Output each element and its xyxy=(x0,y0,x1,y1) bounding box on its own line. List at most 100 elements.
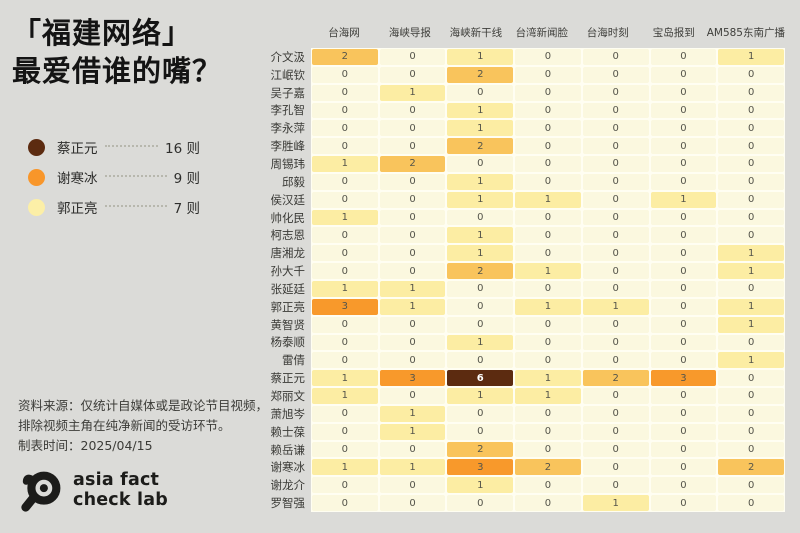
legend-dotted-leader xyxy=(104,204,167,207)
heatmap-cell: 0 xyxy=(717,405,785,423)
legend-item: 郭正亮 7 则 xyxy=(28,192,200,222)
heatmap-cell: 0 xyxy=(582,316,650,334)
heatmap-cell: 0 xyxy=(582,458,650,476)
heatmap-cell: 0 xyxy=(379,119,447,137)
heatmap-cell: 1 xyxy=(717,316,785,334)
heatmap-cell-value: 0 xyxy=(718,66,784,83)
heatmap-cell: 1 xyxy=(446,173,514,191)
heatmap-cell: 0 xyxy=(650,441,718,459)
heatmap-cell: 1 xyxy=(311,155,379,173)
legend-name: 蔡正元 xyxy=(57,141,98,157)
heatmap-cell: 0 xyxy=(717,119,785,137)
heatmap-cell-value: 0 xyxy=(582,49,649,65)
heatmap-cell: 1 xyxy=(379,405,447,423)
heatmap-cell: 0 xyxy=(379,191,447,209)
heatmap-cell: 0 xyxy=(311,441,379,459)
row-label: 谢龙介 xyxy=(270,478,306,493)
heatmap-cell: 0 xyxy=(717,66,785,84)
heatmap-cell-value: 1 xyxy=(447,245,514,262)
heatmap-cell-value: 0 xyxy=(515,477,581,494)
heatmap-cell-value: 0 xyxy=(582,423,649,440)
heatmap-cell-value: 0 xyxy=(447,156,514,172)
heatmap-cell-value: 0 xyxy=(582,405,649,422)
heatmap-cell: 0 xyxy=(379,334,447,352)
heatmap-cell: 0 xyxy=(446,298,514,316)
heatmap-cell: 1 xyxy=(650,191,718,209)
heatmap-cell-value: 0 xyxy=(650,102,717,119)
heatmap-cell-value: 1 xyxy=(447,388,514,404)
heatmap-cell: 1 xyxy=(582,298,650,316)
heatmap-cell-value: 3 xyxy=(379,370,446,387)
legend: 蔡正元 16 则谢寒冰 9 则郭正亮 7 则 xyxy=(28,132,200,222)
heatmap-cell-value: 0 xyxy=(379,173,446,190)
heatmap-cell: 0 xyxy=(582,387,650,405)
heatmap-cell: 0 xyxy=(379,441,447,459)
heatmap-cell-value: 0 xyxy=(650,388,717,404)
row-label: 邱毅 xyxy=(282,174,305,189)
heatmap-cell: 0 xyxy=(717,209,785,227)
heatmap-cell-value: 0 xyxy=(650,49,717,65)
heatmap-cell: 0 xyxy=(650,119,718,137)
heatmap-cell-value: 0 xyxy=(718,191,784,208)
heatmap-cell-value: 1 xyxy=(582,495,649,511)
heatmap-cell-value: 0 xyxy=(582,316,649,333)
heatmap-cell-value: 1 xyxy=(379,423,446,440)
heatmap-cell-value: 0 xyxy=(515,120,581,137)
heatmap-cell-value: 0 xyxy=(515,227,581,244)
heatmap-cell: 0 xyxy=(650,298,718,316)
heatmap-cell: 1 xyxy=(446,387,514,405)
heatmap-cell-value: 0 xyxy=(718,477,784,494)
heatmap-cell-value: 1 xyxy=(515,191,581,208)
heatmap-cell-value: 1 xyxy=(650,191,717,208)
heatmap-cell-value: 1 xyxy=(312,280,378,297)
heatmap-cell-value: 0 xyxy=(379,120,446,137)
heatmap-cell: 0 xyxy=(717,441,785,459)
heatmap-cell-value: 0 xyxy=(312,120,378,137)
column-header: AM585东南广播 xyxy=(706,27,785,39)
row-label: 李孔智 xyxy=(270,103,306,118)
heatmap-cell-value: 0 xyxy=(312,316,378,333)
heatmap-cell-value: 0 xyxy=(447,280,514,297)
heatmap-cell-value: 0 xyxy=(650,173,717,190)
heatmap-cell: 0 xyxy=(582,441,650,459)
heatmap-cell: 0 xyxy=(717,280,785,298)
heatmap-cell-value: 0 xyxy=(650,334,717,351)
heatmap-cell-value: 1 xyxy=(312,459,378,476)
heatmap-cell: 0 xyxy=(582,48,650,66)
heatmap-cell-value: 2 xyxy=(447,441,514,458)
heatmap-cell: 0 xyxy=(514,476,582,494)
heatmap-cell-value: 2 xyxy=(582,370,649,387)
heatmap-cell: 1 xyxy=(379,458,447,476)
heatmap-cell-value: 1 xyxy=(515,263,581,279)
heatmap-cell: 0 xyxy=(379,262,447,280)
heatmap-cell-value: 0 xyxy=(379,388,446,404)
heatmap-cell-value: 1 xyxy=(447,227,514,244)
row-label: 蔡正元 xyxy=(270,371,306,386)
legend-count: 9 则 xyxy=(173,171,200,187)
heatmap-cell-value: 0 xyxy=(718,173,784,190)
source-line1: 资料来源：仅统计自媒体或是政论节目视频， xyxy=(18,398,269,413)
heatmap-cell: 0 xyxy=(650,387,718,405)
heatmap-cell: 0 xyxy=(650,102,718,120)
legend-item: 蔡正元 16 则 xyxy=(28,132,200,162)
row-label: 李胜峰 xyxy=(270,139,306,154)
heatmap-cell: 0 xyxy=(311,191,379,209)
heatmap-cell-value: 2 xyxy=(718,459,784,476)
heatmap-cell-value: 0 xyxy=(718,441,784,458)
heatmap-cell-value: 0 xyxy=(312,191,378,208)
heatmap-cell-value: 0 xyxy=(582,173,649,190)
heatmap-cell-value: 0 xyxy=(718,102,784,119)
heatmap-cell-value: 0 xyxy=(650,245,717,262)
heatmap-cell: 0 xyxy=(717,226,785,244)
heatmap-cell-value: 0 xyxy=(447,209,514,226)
heatmap-cell-value: 1 xyxy=(447,173,514,190)
heatmap-cell: 0 xyxy=(514,316,582,334)
heatmap-cell: 1 xyxy=(446,244,514,262)
heatmap-column-headers: 台海网 海峡导报 海峡新干线 台湾新闻脸 台海时刻 宝岛报到 AM585东南广播 xyxy=(311,25,785,40)
heatmap-cell: 0 xyxy=(650,66,718,84)
heatmap-cell-value: 1 xyxy=(515,388,581,404)
heatmap-cell: 0 xyxy=(582,191,650,209)
heatmap-cell-value: 2 xyxy=(312,49,378,65)
heatmap-cell: 0 xyxy=(717,369,785,387)
heatmap-cell-value: 0 xyxy=(312,423,378,440)
